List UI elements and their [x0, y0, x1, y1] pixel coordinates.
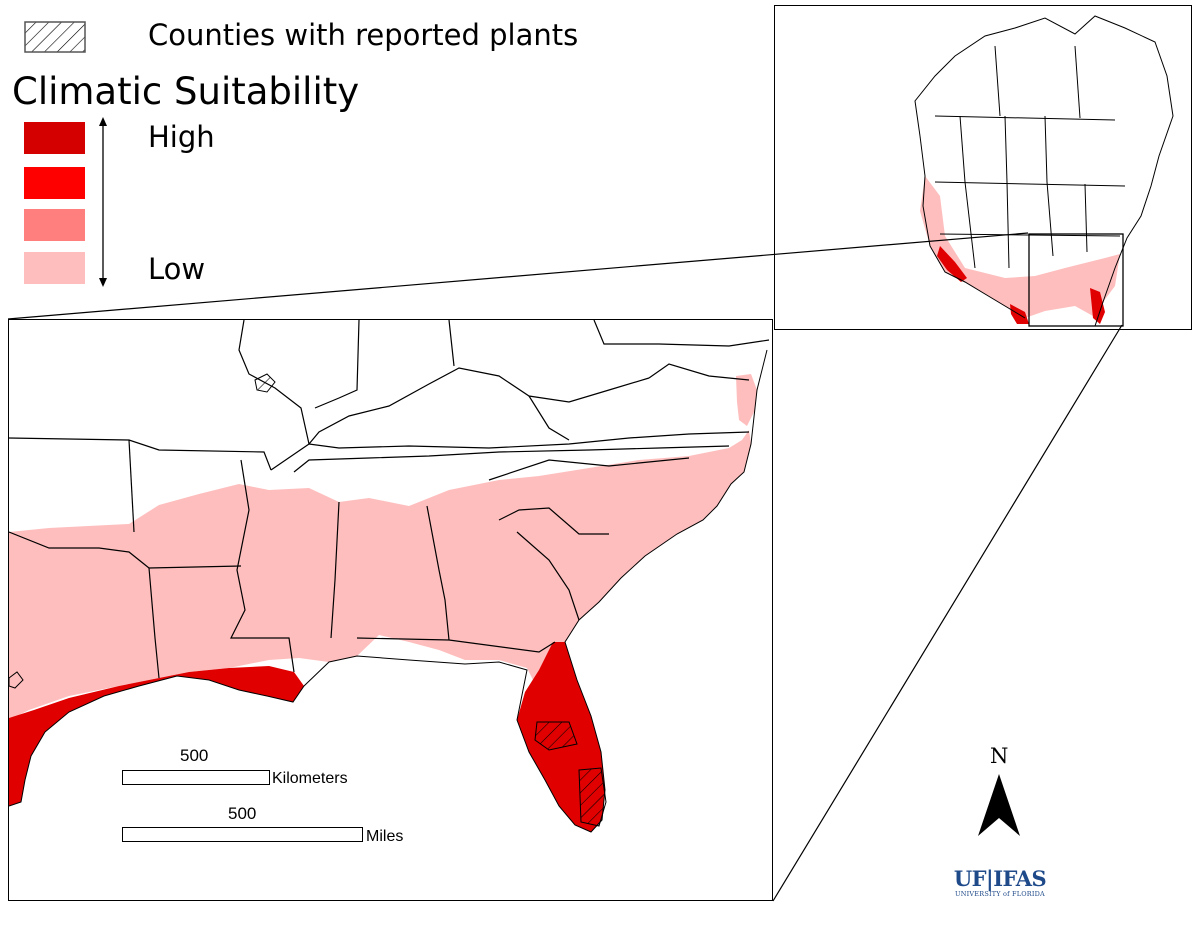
inset-low-suitability — [920, 176, 1120, 318]
scale-mi-value: 500 — [228, 804, 257, 823]
logo-sub-text: UNIVERSITY of FLORIDA — [955, 890, 1045, 898]
reported-county-texas — [8, 671, 24, 689]
swatch-class-3 — [24, 167, 85, 199]
high-suitability-gulf-coast — [9, 666, 304, 806]
legend-title: Climatic Suitability — [12, 70, 360, 113]
low-suitability-region — [9, 430, 751, 720]
uf-ifas-logo: UF|IFAS UNIVERSITY of FLORIDA — [952, 866, 1048, 899]
north-arrow-label: N — [990, 744, 1009, 768]
scale-km-unit: Kilometers — [272, 770, 348, 787]
inset-map — [774, 5, 1192, 330]
hatch-swatch-icon — [24, 21, 86, 53]
main-map — [8, 319, 773, 901]
inset-map-canvas — [914, 15, 1174, 327]
swatch-class-2 — [24, 209, 85, 241]
scale-bar-km — [122, 770, 270, 785]
scale-km-value: 500 — [180, 746, 209, 765]
state-boundaries — [8, 319, 770, 679]
coastline — [8, 349, 768, 833]
swatch-class-1 — [24, 252, 85, 284]
range-arrow-icon — [99, 117, 107, 287]
inset-high-suitability-florida — [1090, 288, 1105, 324]
legend-high-label: High — [148, 120, 215, 154]
scale-mi-unit: Miles — [366, 828, 404, 845]
legend-low-label: Low — [148, 252, 206, 286]
reported-county-central-florida — [534, 721, 578, 751]
swatch-class-4 — [24, 122, 85, 154]
logo-main-text: UF|IFAS — [953, 866, 1047, 891]
north-arrow-icon — [978, 774, 1020, 836]
hatch-legend-label: Counties with reported plants — [148, 18, 579, 52]
main-map-canvas — [8, 319, 770, 833]
scale-bar-miles — [122, 827, 363, 842]
low-suitability-chesapeake — [736, 374, 757, 426]
